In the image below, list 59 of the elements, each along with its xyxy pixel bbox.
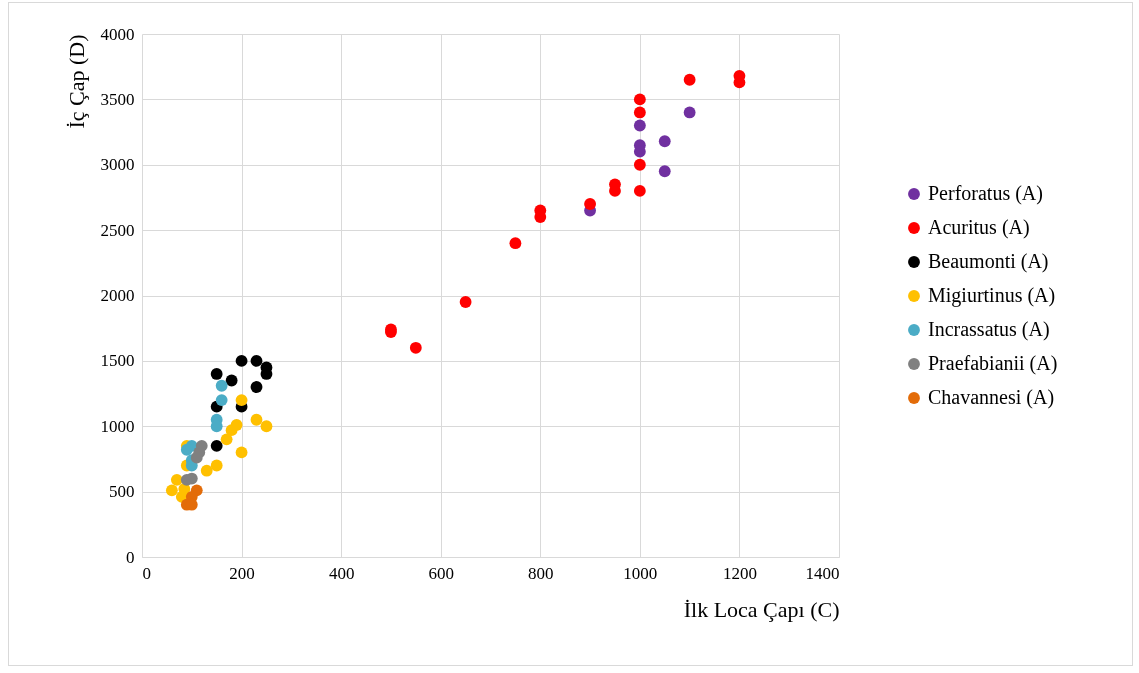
x-tick-label: 1200 [722,563,757,583]
point [683,106,696,119]
legend-label: Perforatus (A) [928,182,1043,205]
legend-label: Migiurtinus (A) [928,284,1056,307]
point [180,443,193,456]
point [235,354,248,367]
point [509,237,522,250]
y-tick-label: 4000 [100,24,135,44]
point [683,73,696,86]
point [459,296,472,308]
point [215,379,228,392]
point [250,413,263,426]
point [409,341,422,354]
point [225,424,238,437]
point [165,484,178,497]
point [215,394,228,406]
y-tick-label: 2500 [100,220,135,240]
point [584,198,596,210]
point [658,165,671,178]
point [225,374,238,387]
y-tick-label: 1500 [100,351,135,371]
point [633,119,646,132]
point [633,158,646,171]
point [210,439,223,452]
x-tick-label: 1000 [623,563,658,583]
legend-label: Incrassatus (A) [928,318,1050,341]
point [633,185,646,197]
point [633,106,646,119]
x-tick-label: 0 [142,563,151,583]
x-axis-title: İlk Loca Çapı (C) [683,596,840,622]
y-tick-label: 0 [126,547,135,567]
point [210,368,223,380]
x-tick-label: 800 [528,563,554,583]
legend-label: Beaumonti (A) [928,250,1049,273]
point [190,451,203,464]
x-tick-label: 200 [229,563,255,583]
point [260,420,273,433]
point [200,464,213,477]
point [235,446,248,459]
x-tick-label: 1400 [805,563,840,583]
legend-label: Acuritus (A) [928,216,1030,239]
point [250,381,263,393]
x-tick-label: 600 [428,563,454,583]
legend-label: Praefabianii (A) [928,352,1058,375]
y-tick-label: 3500 [100,89,135,109]
y-axis-title: İç Çap (D) [63,34,89,129]
point [235,394,248,406]
point [220,433,233,446]
y-tick-label: 3000 [100,155,135,175]
point [658,135,671,148]
x-tick-label: 400 [328,563,355,583]
point [633,93,646,106]
point [170,473,183,486]
y-tick-label: 2000 [100,286,135,305]
y-tick-label: 1000 [100,416,135,436]
point [210,459,223,472]
legend-label: Chavannesi (A) [928,386,1055,409]
point [250,354,263,367]
y-tick-label: 500 [109,482,135,502]
